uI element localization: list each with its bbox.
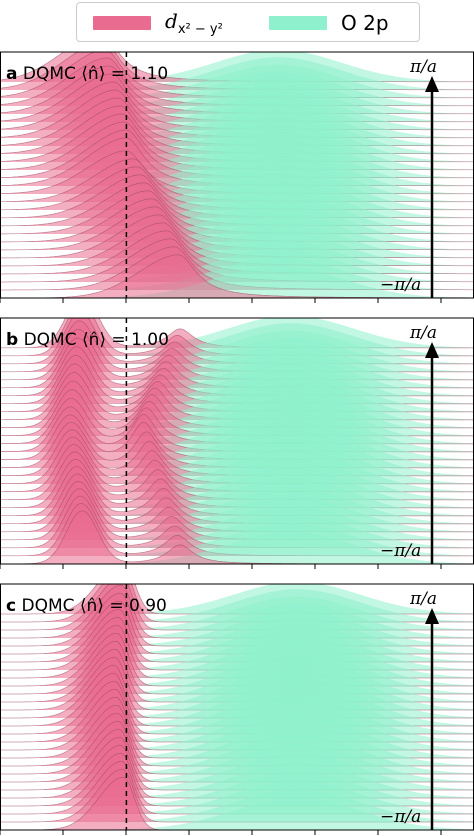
panel-letter: b <box>6 330 18 350</box>
legend: dx² − y² O 2p <box>76 2 420 42</box>
panel-b-curves <box>0 318 474 564</box>
d-curve <box>0 437 474 484</box>
d-curve <box>0 466 474 516</box>
d-curve <box>0 246 474 290</box>
d-curve <box>0 254 474 298</box>
legend-item-d: dx² − y² <box>93 7 223 39</box>
d-curve <box>0 337 474 388</box>
legend-item-o2p: O 2p <box>269 7 389 39</box>
o2p-curve <box>0 265 474 298</box>
panel-a: π/a −π/a a DQMC ⟨n̂⟩ = 1.10 <box>0 51 474 303</box>
d-curve <box>0 320 474 372</box>
k-top-label: π/a <box>409 323 437 343</box>
panel-title-text: DQMC ⟨n̂⟩ = 0.90 <box>16 596 167 616</box>
d-curve <box>0 363 474 412</box>
d-curve <box>0 473 474 524</box>
panel-title-text: DQMC ⟨n̂⟩ = 1.00 <box>18 330 169 350</box>
d-curve <box>0 481 474 532</box>
d-curve <box>0 355 474 404</box>
panel-c-curves <box>0 584 474 830</box>
k-axis-arrowhead <box>425 76 439 92</box>
o2p-curve <box>0 797 474 830</box>
d-curve <box>0 451 474 500</box>
panel-title: c DQMC ⟨n̂⟩ = 0.90 <box>6 596 167 616</box>
k-bottom-label: −π/a <box>380 541 421 561</box>
panel-letter: a <box>6 64 17 84</box>
k-top-label: π/a <box>409 57 437 77</box>
k-axis-arrowhead <box>425 608 439 624</box>
d-curve <box>0 238 474 282</box>
d-curve <box>0 329 474 380</box>
k-bottom-label: −π/a <box>380 807 421 827</box>
panel-letter: c <box>6 596 16 616</box>
panel-title-text: DQMC ⟨n̂⟩ = 1.10 <box>17 64 168 84</box>
legend-swatch-d <box>93 16 151 30</box>
panel-c: π/a −π/a c DQMC ⟨n̂⟩ = 0.90 <box>0 583 474 835</box>
panel-b: π/a −π/a b DQMC ⟨n̂⟩ = 1.00 <box>0 317 474 569</box>
d-curve <box>0 510 474 564</box>
panel-title: a DQMC ⟨n̂⟩ = 1.10 <box>6 64 168 84</box>
d-curve <box>0 346 474 396</box>
d-curve <box>0 444 474 492</box>
legend-swatch-o2p <box>269 16 327 30</box>
panel-title: b DQMC ⟨n̂⟩ = 1.00 <box>6 330 169 350</box>
panel-a-curves <box>0 52 474 298</box>
d-curve <box>0 777 474 830</box>
k-axis-arrowhead <box>425 342 439 358</box>
d-curve-edge <box>0 776 474 830</box>
k-top-label: π/a <box>409 589 437 609</box>
legend-label-o2p: O 2p <box>341 11 389 35</box>
legend-label-d: dx² − y² <box>165 9 223 37</box>
d-curve <box>0 230 474 274</box>
k-bottom-label: −π/a <box>380 275 421 295</box>
d-curve <box>0 459 474 508</box>
o2p-curve <box>0 531 474 564</box>
